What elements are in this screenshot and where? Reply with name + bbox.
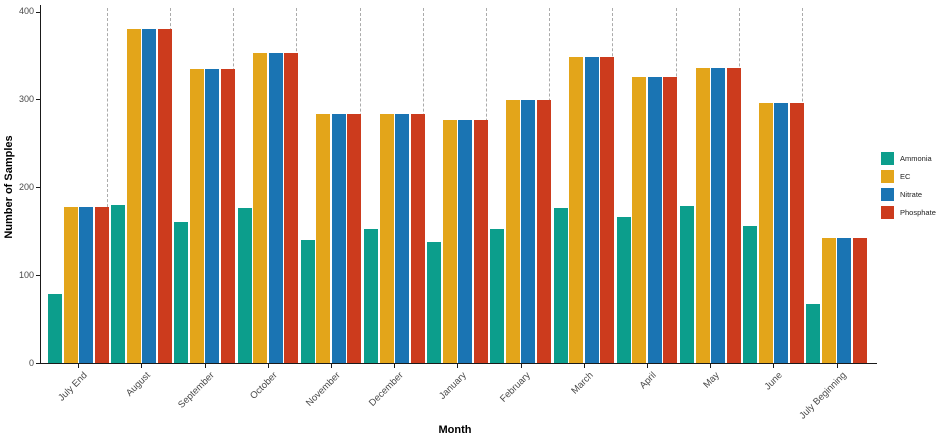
bar-nitrate-august xyxy=(142,29,157,363)
legend-swatch-ec xyxy=(881,169,894,183)
bar-ec-april xyxy=(632,77,647,363)
bar-nitrate-march xyxy=(584,57,599,363)
bar-phosphate-july-beginning xyxy=(852,238,867,363)
bar-ec-february xyxy=(505,100,520,363)
x-axis-tick xyxy=(204,364,206,368)
x-axis-tick xyxy=(710,364,712,368)
bar-ec-august xyxy=(126,29,141,363)
bar-ammonia-august xyxy=(111,204,126,363)
legend: Ammonia EC Nitrate Phosphate xyxy=(881,149,936,221)
y-axis-tick xyxy=(36,11,40,13)
bar-ec-november xyxy=(316,114,331,363)
legend-label-ammonia: Ammonia xyxy=(900,153,932,163)
x-axis-title: Month xyxy=(438,424,472,436)
bar-ec-may xyxy=(695,67,710,363)
bar-phosphate-june xyxy=(789,102,804,363)
bar-ec-december xyxy=(379,114,394,363)
bar-phosphate-november xyxy=(347,114,362,363)
y-axis-tick xyxy=(36,187,40,189)
legend-label-ec: EC xyxy=(900,171,911,181)
legend-label-phosphate: Phosphate xyxy=(900,207,936,217)
x-axis-tick xyxy=(583,364,585,368)
bar-ammonia-october xyxy=(237,208,252,363)
y-tick-label-400: 400 xyxy=(18,6,34,16)
bar-ammonia-july-end xyxy=(48,294,62,363)
legend-item-phosphate: Phosphate xyxy=(881,203,936,221)
bar-nitrate-september xyxy=(205,69,220,363)
bar-ec-january xyxy=(442,119,457,363)
bar-phosphate-august xyxy=(157,29,172,363)
legend-swatch-nitrate xyxy=(881,187,894,201)
y-tick-label-0: 0 xyxy=(28,357,34,368)
bar-ammonia-november xyxy=(300,239,315,363)
bar-nitrate-february xyxy=(521,100,536,363)
x-axis-tick xyxy=(331,364,333,368)
bar-ec-september xyxy=(189,69,204,363)
legend-item-ammonia: Ammonia xyxy=(881,149,936,167)
x-axis-tick xyxy=(647,364,649,368)
bar-ammonia-july-beginning xyxy=(806,304,821,363)
y-tick-label-100: 100 xyxy=(18,269,34,280)
x-axis-tick xyxy=(141,364,143,368)
bar-nitrate-july-end xyxy=(79,206,93,363)
bar-phosphate-may xyxy=(726,67,741,363)
x-axis-tick xyxy=(520,364,522,368)
y-tick-label-200: 200 xyxy=(18,181,34,192)
group-separator xyxy=(106,8,108,363)
bar-phosphate-april xyxy=(663,77,678,363)
x-axis-line xyxy=(40,363,877,364)
bar-ammonia-january xyxy=(427,241,442,363)
x-axis-tick xyxy=(394,364,396,368)
bar-phosphate-december xyxy=(410,114,425,363)
x-axis-tick xyxy=(836,364,838,368)
legend-swatch-ammonia xyxy=(881,151,894,165)
y-axis-line xyxy=(40,5,41,363)
bar-ec-october xyxy=(253,52,268,363)
bar-nitrate-october xyxy=(268,52,283,363)
bar-phosphate-october xyxy=(284,52,299,363)
legend-item-nitrate: Nitrate xyxy=(881,185,936,203)
bar-nitrate-december xyxy=(395,114,409,363)
y-tick-label-300: 300 xyxy=(18,93,34,104)
y-axis-title: Number of Samples xyxy=(3,135,15,239)
bar-nitrate-july-beginning xyxy=(837,238,852,363)
bar-ammonia-may xyxy=(680,205,694,363)
y-axis-tick xyxy=(36,363,40,364)
bar-ec-june xyxy=(758,102,773,363)
bar-ammonia-march xyxy=(553,208,568,363)
bar-phosphate-july-end xyxy=(94,206,109,363)
x-axis-tick xyxy=(267,364,269,368)
bar-ammonia-february xyxy=(490,229,505,363)
y-axis-tick xyxy=(36,99,40,101)
legend-swatch-phosphate xyxy=(881,205,894,219)
bar-ec-july-end xyxy=(63,206,78,363)
bar-phosphate-february xyxy=(536,100,551,363)
y-axis-tick xyxy=(36,275,40,277)
bar-nitrate-may xyxy=(711,67,725,363)
bar-ec-march xyxy=(569,57,584,363)
bar-ammonia-june xyxy=(743,225,758,363)
bar-ammonia-september xyxy=(174,222,189,363)
bar-nitrate-november xyxy=(331,114,346,363)
bar-phosphate-september xyxy=(220,69,235,363)
bar-nitrate-april xyxy=(647,77,662,363)
x-axis-tick xyxy=(78,364,80,368)
bar-nitrate-june xyxy=(774,102,789,363)
legend-item-ec: EC xyxy=(881,167,936,185)
bar-ammonia-december xyxy=(364,228,378,363)
bar-nitrate-january xyxy=(458,119,473,363)
x-tick-label-july-end: July End xyxy=(56,370,91,404)
bar-ammonia-april xyxy=(616,217,631,363)
bar-phosphate-march xyxy=(600,57,615,363)
x-axis-tick xyxy=(773,364,775,368)
bar-ec-july-beginning xyxy=(821,238,836,363)
x-axis-tick xyxy=(457,364,459,368)
bar-phosphate-january xyxy=(473,119,488,363)
legend-label-nitrate: Nitrate xyxy=(900,189,923,199)
